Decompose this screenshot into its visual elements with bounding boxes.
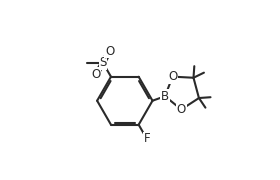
Text: B: B [161, 90, 169, 103]
Text: O: O [168, 70, 177, 83]
Text: F: F [143, 132, 150, 145]
Text: O: O [105, 45, 114, 58]
Text: O: O [177, 103, 186, 116]
Text: O: O [92, 68, 101, 81]
Text: S: S [99, 56, 107, 69]
